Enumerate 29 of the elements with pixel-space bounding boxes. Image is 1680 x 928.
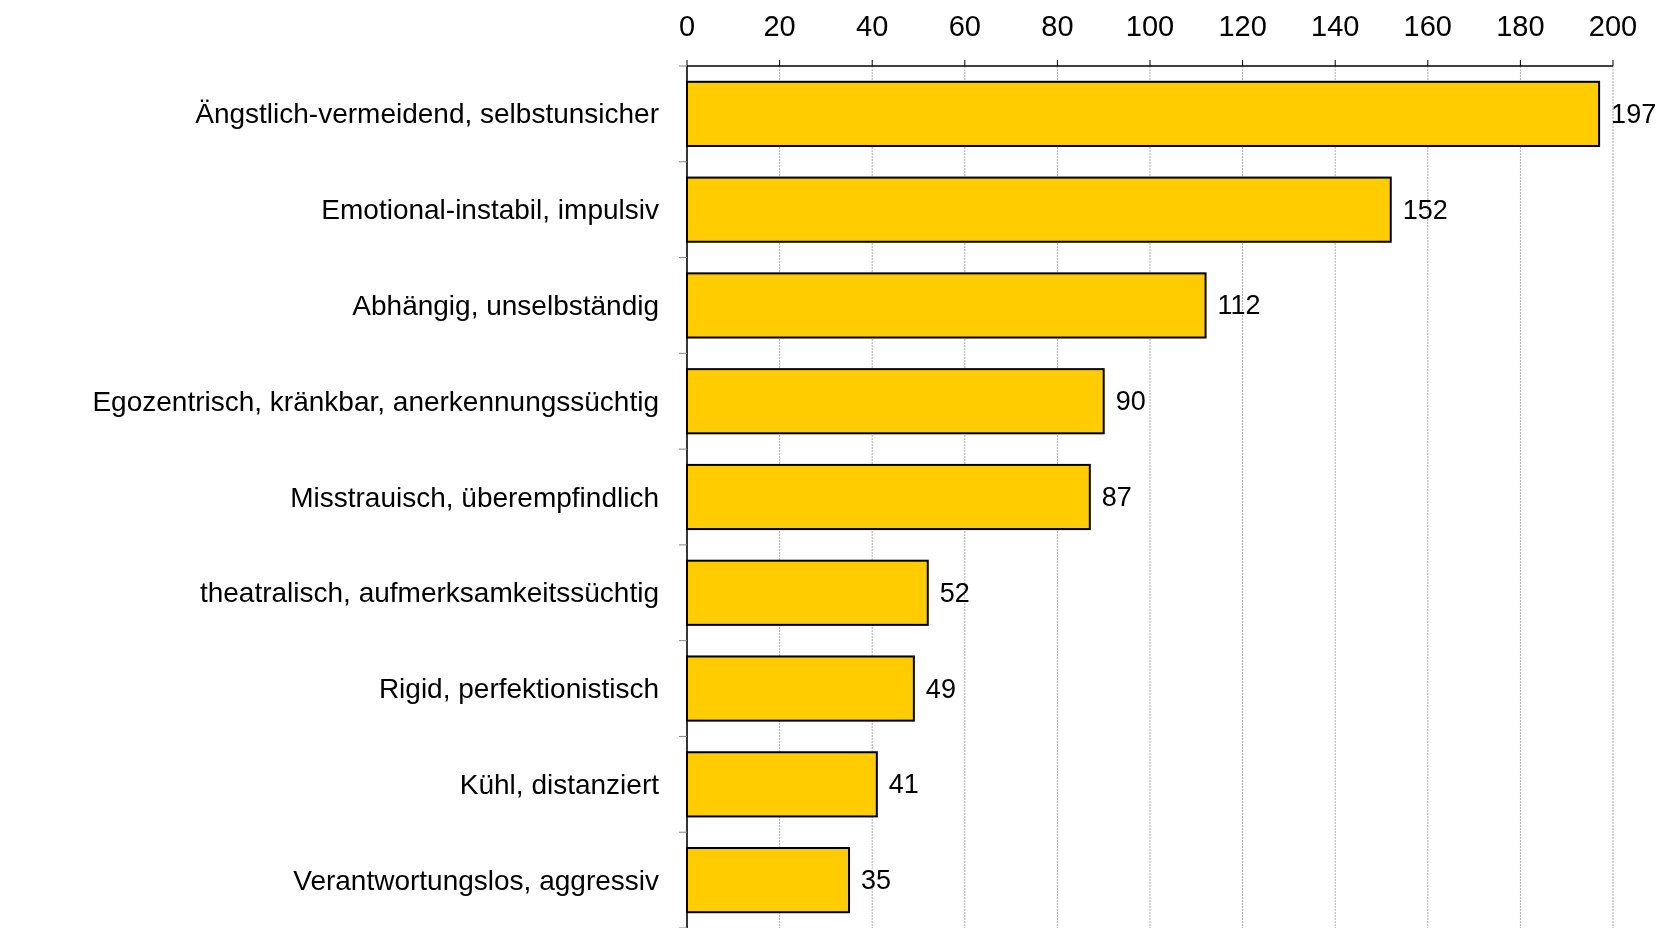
data-label: 112 xyxy=(1217,290,1261,321)
data-label: 152 xyxy=(1402,194,1448,225)
data-label: 35 xyxy=(861,865,892,896)
data-label: 197 xyxy=(1611,98,1657,129)
x-tick-label: 200 xyxy=(1588,10,1638,42)
data-label: 49 xyxy=(925,673,956,704)
x-tick-label: 40 xyxy=(856,10,889,42)
x-tick-label: 100 xyxy=(1125,10,1175,42)
y-tick-label: Egozentrisch, kränkbar, anerkennungssüchtig xyxy=(92,385,659,417)
y-tick-label: Verantwortungslos, aggressiv xyxy=(293,864,659,896)
data-label: 90 xyxy=(1115,386,1146,417)
x-tick-label: 140 xyxy=(1311,10,1360,42)
x-tick-label: 60 xyxy=(948,10,981,42)
y-tick-label: Abhängig, unselbständig xyxy=(352,289,659,321)
x-tick-label: 180 xyxy=(1496,10,1545,42)
y-tick-label: theatralisch, aufmerksamkeitssüchtig xyxy=(199,577,659,609)
data-label: 41 xyxy=(888,769,919,800)
y-tick-label: Ängstlich-vermeidend, selbstunsicher xyxy=(195,98,659,130)
x-tick-label: 160 xyxy=(1403,10,1452,42)
data-label: 52 xyxy=(939,577,970,608)
data-label: 87 xyxy=(1101,482,1132,512)
x-tick-label: 20 xyxy=(763,10,796,42)
x-tick-label: 80 xyxy=(1041,10,1074,42)
y-tick-label: Kühl, distanziert xyxy=(459,768,660,800)
y-tick-label: Misstrauisch, überempfindlich xyxy=(290,481,659,513)
y-tick-label: Rigid, perfektionistisch xyxy=(378,673,659,705)
y-tick-label: Emotional-instabil, impulsiv xyxy=(321,194,659,226)
x-tick-label: 120 xyxy=(1218,10,1267,42)
x-tick-label: 0 xyxy=(678,10,696,42)
